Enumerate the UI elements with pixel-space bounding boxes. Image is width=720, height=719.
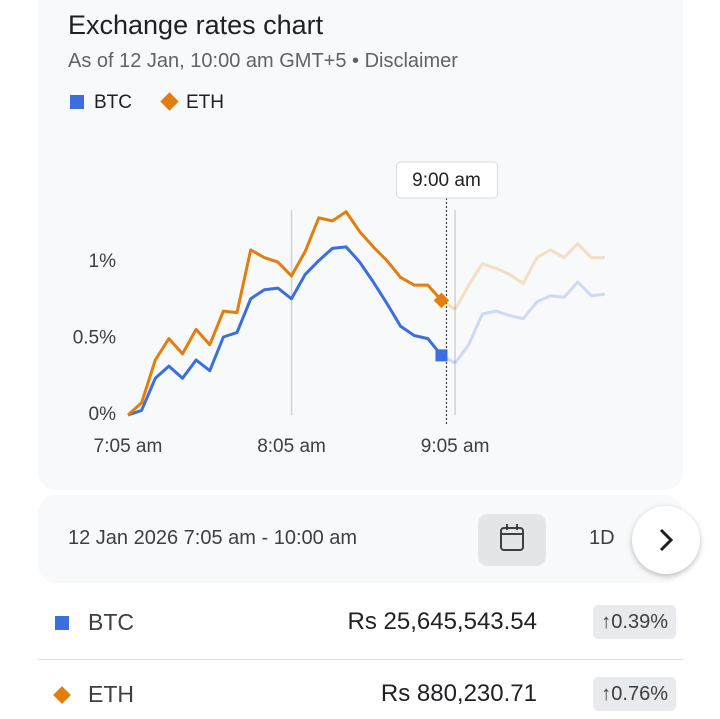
x-tick-label: 7:05 am xyxy=(94,436,163,457)
chart: BTC ETH 0% 0.5% 1% 7:05 am 8:05 am 9:05 am 9:00 … xyxy=(70,92,606,457)
eth-swatch xyxy=(53,686,71,704)
series-line xyxy=(126,210,443,417)
series-line xyxy=(453,280,606,364)
y-tick-label: 0% xyxy=(89,404,117,425)
divider xyxy=(38,659,683,660)
x-tick-label: 8:05 am xyxy=(257,436,326,457)
tooltip-label: 9:00 am xyxy=(412,170,481,191)
period-button[interactable]: 1D xyxy=(589,527,615,549)
legend-swatch xyxy=(160,92,179,111)
series-line xyxy=(127,245,443,417)
date-range: 12 Jan 2026 7:05 am - 10:00 am xyxy=(68,527,358,549)
legend-swatch xyxy=(70,95,84,109)
next-button[interactable] xyxy=(632,506,700,574)
chart-card xyxy=(38,0,683,490)
change-badge: ↑0.39% xyxy=(593,605,676,639)
chart-title: Exchange rates chart xyxy=(68,10,324,40)
chevron-icon xyxy=(659,528,674,552)
price: Rs 25,645,543.54 xyxy=(347,608,537,635)
calendar-icon xyxy=(500,524,524,551)
rate-row[interactable]: ETH Rs 880,230.71 ↑0.76% xyxy=(38,665,683,719)
hover-marker xyxy=(435,349,448,362)
tooltip-box xyxy=(395,161,498,199)
legend-label: BTC xyxy=(94,92,132,113)
series-line xyxy=(453,242,605,311)
currency-name: ETH xyxy=(88,681,134,707)
range-bar xyxy=(38,495,683,583)
btc-swatch xyxy=(55,616,69,630)
x-tick-label: 9:05 am xyxy=(421,436,490,457)
chart-subtitle: As of 12 Jan, 10:00 am GMT+5 • Disclaime… xyxy=(68,50,458,72)
y-tick-label: 1% xyxy=(89,251,117,272)
currency-name: BTC xyxy=(88,609,134,635)
y-tick-label: 0.5% xyxy=(73,328,116,349)
rate-row[interactable]: BTC Rs 25,645,543.54 ↑0.39% xyxy=(38,593,683,653)
calendar-button[interactable] xyxy=(478,514,546,566)
price: Rs 880,230.71 xyxy=(380,680,537,707)
legend-label: ETH xyxy=(186,92,224,113)
change-badge: ↑0.76% xyxy=(593,677,676,711)
